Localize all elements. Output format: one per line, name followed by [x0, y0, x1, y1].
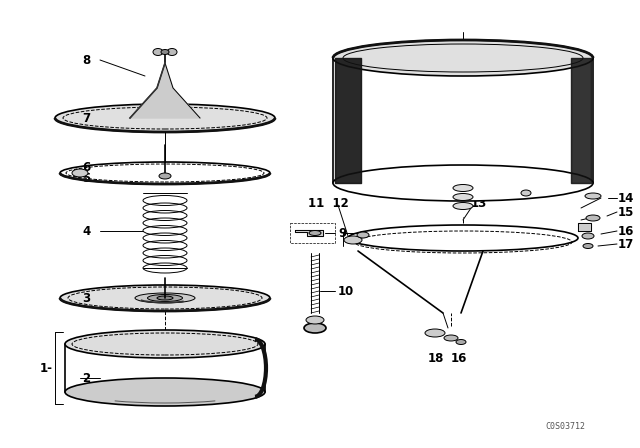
Ellipse shape	[453, 185, 473, 191]
Text: 10: 10	[338, 284, 355, 297]
Ellipse shape	[444, 335, 458, 341]
Polygon shape	[130, 63, 200, 118]
Ellipse shape	[65, 330, 265, 358]
Text: 16: 16	[618, 224, 634, 237]
Ellipse shape	[306, 316, 324, 324]
Ellipse shape	[159, 173, 171, 179]
Ellipse shape	[453, 202, 473, 210]
Ellipse shape	[583, 244, 593, 249]
Text: 6: 6	[82, 160, 90, 173]
Ellipse shape	[167, 48, 177, 56]
Ellipse shape	[55, 104, 275, 132]
Text: 15: 15	[618, 206, 634, 219]
Ellipse shape	[521, 190, 531, 196]
Polygon shape	[295, 230, 323, 236]
Ellipse shape	[135, 293, 195, 303]
Text: 1-: 1-	[40, 362, 53, 375]
Ellipse shape	[304, 323, 326, 333]
Text: 7: 7	[82, 112, 90, 125]
Text: 4: 4	[82, 224, 90, 237]
Text: 3: 3	[82, 292, 90, 305]
Ellipse shape	[72, 169, 88, 177]
Ellipse shape	[157, 296, 173, 300]
Ellipse shape	[333, 40, 593, 76]
Ellipse shape	[60, 162, 270, 184]
Text: 16: 16	[451, 352, 467, 365]
Ellipse shape	[344, 236, 362, 244]
Ellipse shape	[456, 340, 466, 345]
Ellipse shape	[309, 231, 321, 236]
Ellipse shape	[425, 329, 445, 337]
Ellipse shape	[65, 378, 265, 406]
Ellipse shape	[453, 194, 473, 201]
Text: 18: 18	[428, 352, 444, 365]
Text: 5: 5	[82, 172, 90, 185]
Text: 2: 2	[82, 371, 90, 384]
Text: C0S03712: C0S03712	[545, 422, 585, 431]
Text: 11  12: 11 12	[308, 197, 349, 210]
Text: 14: 14	[618, 191, 634, 204]
Ellipse shape	[333, 165, 593, 201]
Text: 13: 13	[471, 197, 487, 210]
Ellipse shape	[586, 215, 600, 221]
Ellipse shape	[585, 193, 601, 199]
Text: 17: 17	[618, 237, 634, 250]
Polygon shape	[578, 223, 591, 231]
Ellipse shape	[153, 48, 163, 56]
Text: 8: 8	[82, 53, 90, 66]
Ellipse shape	[357, 232, 369, 238]
Ellipse shape	[161, 49, 169, 55]
Ellipse shape	[60, 285, 270, 311]
Text: 9: 9	[338, 227, 346, 240]
Ellipse shape	[147, 294, 182, 302]
Ellipse shape	[582, 233, 594, 239]
